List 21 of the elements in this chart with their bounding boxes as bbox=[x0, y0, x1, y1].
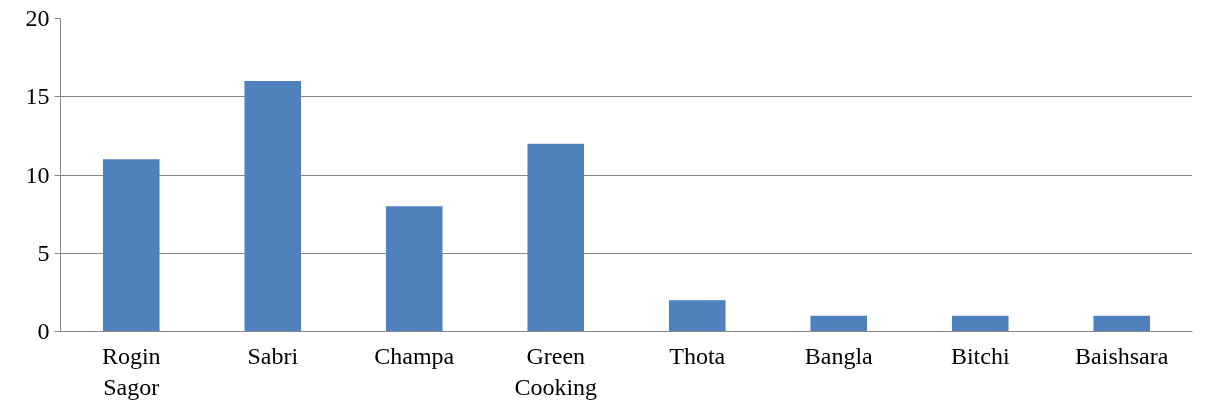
bar bbox=[527, 143, 585, 332]
y-tick-label: 0 bbox=[37, 318, 50, 344]
bar bbox=[668, 300, 726, 332]
bar bbox=[385, 206, 443, 332]
x-tick-label: Bitchi bbox=[950, 342, 1010, 369]
x-tick-label: Sabri bbox=[247, 342, 299, 369]
bar bbox=[810, 315, 868, 332]
x-tick-label: Green Cooking bbox=[514, 342, 598, 400]
bar bbox=[1093, 315, 1151, 332]
bar bbox=[951, 315, 1009, 332]
bar bbox=[102, 159, 160, 332]
x-tick-label: Thota bbox=[669, 342, 726, 369]
y-tick-label: 20 bbox=[25, 5, 50, 31]
x-tick-label: Bangla bbox=[804, 342, 874, 369]
x-tick-label: Baishsara bbox=[1075, 342, 1169, 369]
y-tick-label: 5 bbox=[37, 239, 50, 266]
x-tick-label: Rogin Sagor bbox=[101, 342, 161, 400]
bar bbox=[244, 81, 302, 332]
y-tick-label: 10 bbox=[25, 161, 50, 188]
y-tick-label: 15 bbox=[25, 83, 50, 110]
x-tick-label: Champa bbox=[374, 342, 455, 369]
